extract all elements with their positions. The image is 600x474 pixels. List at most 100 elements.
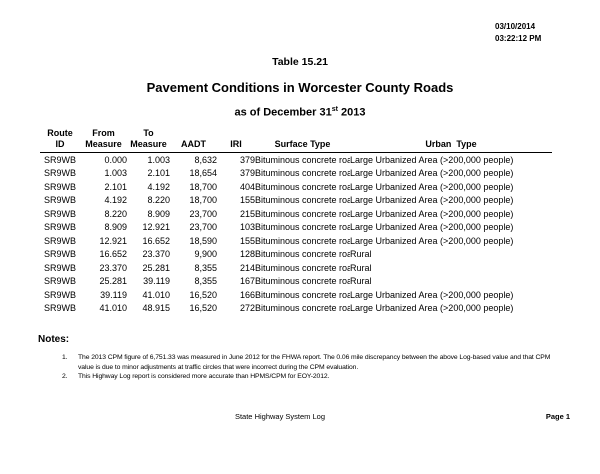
cell-from-measure: 1.003 — [104, 168, 127, 179]
cell-urban-type: Large Urbanized Area (>200,000 people) — [350, 208, 514, 219]
note-number: 2. — [62, 373, 68, 380]
cell-aadt: 18,654 — [189, 168, 217, 179]
cell-from-measure: 25.281 — [99, 276, 127, 287]
cell-aadt: 8,355 — [194, 276, 217, 287]
cell-urban-type: Large Urbanized Area (>200,000 people) — [350, 222, 514, 233]
table-row: SR9WB 12.921 16.652 18,590 155 Bituminou… — [40, 234, 552, 248]
cell-from-measure: 8.909 — [104, 222, 127, 233]
table-row: SR9WB 0.000 1.003 8,632 379 Bituminous c… — [40, 153, 552, 167]
cell-urban-type: Large Urbanized Area (>200,000 people) — [350, 235, 514, 246]
cell-to-measure: 8.220 — [147, 195, 170, 206]
cell-route-id: SR9WB — [43, 208, 76, 219]
cell-surface-type: Bituminous concrete road — [255, 276, 350, 287]
cell-aadt: 8,355 — [194, 262, 217, 273]
cell-surface-type: Bituminous concrete road — [255, 168, 350, 179]
cell-iri: 155 — [239, 195, 255, 206]
cell-from-measure: 39.119 — [100, 289, 127, 300]
cell-iri: 215 — [239, 208, 255, 219]
cell-route-id: SR9WB — [43, 154, 76, 165]
cell-surface-type: Bituminous concrete road — [255, 303, 350, 314]
cell-from-measure: 23.370 — [99, 262, 127, 273]
cell-iri: 155 — [239, 235, 255, 246]
subtitle-superscript: st — [331, 106, 338, 113]
table-row: SR9WB 25.281 39.119 8,355 167 Bituminous… — [40, 275, 552, 289]
cell-urban-type: Large Urbanized Area (>200,000 people) — [350, 181, 514, 192]
subtitle-prefix: as of December 31 — [234, 106, 332, 119]
cell-urban-type: Large Urbanized Area (>200,000 people) — [350, 195, 514, 206]
cell-to-measure: 2.101 — [147, 168, 170, 179]
cell-from-measure: 8.220 — [104, 208, 127, 219]
cell-route-id: SR9WB — [43, 249, 76, 260]
cell-surface-type: Bituminous concrete road — [255, 222, 350, 233]
cell-urban-type: Large Urbanized Area (>200,000 people) — [350, 303, 514, 314]
cell-route-id: SR9WB — [43, 289, 76, 300]
cell-iri: 404 — [239, 181, 255, 192]
column-header-iri: IRI — [217, 128, 255, 153]
table-row: SR9WB 16.652 23.370 9,900 128 Bituminous… — [40, 248, 552, 262]
cell-urban-type: Large Urbanized Area (>200,000 people) — [350, 154, 514, 165]
cell-surface-type: Bituminous concrete road — [255, 195, 350, 206]
page-title: Pavement Conditions in Worcester County … — [146, 80, 454, 95]
cell-route-id: SR9WB — [43, 195, 76, 206]
cell-route-id: SR9WB — [43, 222, 76, 233]
cell-aadt: 18,700 — [189, 181, 217, 192]
cell-aadt: 18,590 — [189, 235, 217, 246]
table-row: SR9WB 8.909 12.921 23,700 103 Bituminous… — [40, 221, 552, 235]
cell-surface-type: Bituminous concrete road — [255, 235, 350, 246]
cell-aadt: 23,700 — [189, 222, 217, 233]
cell-iri: 167 — [239, 276, 255, 287]
cell-iri: 214 — [239, 262, 255, 273]
table-row: SR9WB 41.010 48.915 16,520 272 Bituminou… — [40, 302, 552, 316]
note-item: 2. This Highway Log report is considered… — [62, 372, 560, 382]
note-item: 1. The 2013 CPM figure of 6,751.33 was m… — [62, 353, 560, 372]
cell-urban-type: Large Urbanized Area (>200,000 people) — [350, 289, 514, 300]
cell-from-measure: 4.192 — [104, 195, 127, 206]
cell-surface-type: Bituminous concrete road — [255, 181, 350, 192]
cell-urban-type: Rural — [350, 249, 372, 260]
cell-aadt: 9,900 — [194, 249, 217, 260]
note-text: This Highway Log report is considered mo… — [78, 373, 330, 380]
cell-route-id: SR9WB — [43, 262, 76, 273]
notes-list: 1. The 2013 CPM figure of 6,751.33 was m… — [62, 353, 560, 382]
subtitle: as of December 31st 2013 — [0, 106, 600, 119]
cell-aadt: 23,700 — [189, 208, 217, 219]
cell-to-measure: 12.921 — [142, 222, 170, 233]
cell-iri: 128 — [239, 249, 255, 260]
cell-iri: 379 — [239, 154, 255, 165]
notes-heading: Notes: — [38, 334, 70, 345]
cell-iri: 379 — [239, 168, 255, 179]
pavement-conditions-table: Route ID From Measure To Measure AADT IR… — [40, 128, 552, 315]
cell-from-measure: 41.010 — [99, 303, 127, 314]
cell-to-measure: 41.010 — [142, 289, 170, 300]
note-number: 1. — [62, 354, 68, 361]
column-header-from-measure: From Measure — [80, 128, 127, 153]
cell-urban-type: Large Urbanized Area (>200,000 people) — [350, 168, 514, 179]
table-row: SR9WB 23.370 25.281 8,355 214 Bituminous… — [40, 261, 552, 275]
cell-to-measure: 39.119 — [143, 276, 170, 287]
note-text: The 2013 CPM figure of 6,751.33 was meas… — [78, 354, 551, 371]
cell-to-measure: 16.652 — [142, 235, 170, 246]
cell-surface-type: Bituminous concrete road — [255, 208, 350, 219]
cell-iri: 272 — [239, 303, 255, 314]
cell-to-measure: 25.281 — [142, 262, 170, 273]
cell-aadt: 16,520 — [189, 303, 217, 314]
footer-page-number: Page 1 — [545, 412, 570, 421]
cell-route-id: SR9WB — [43, 303, 76, 314]
table-row: SR9WB 2.101 4.192 18,700 404 Bituminous … — [40, 180, 552, 194]
print-time: 03:22:12 PM — [495, 34, 542, 43]
cell-route-id: SR9WB — [43, 168, 76, 179]
cell-iri: 166 — [239, 289, 255, 300]
subtitle-suffix: 2013 — [337, 106, 366, 119]
table-header-row: Route ID From Measure To Measure AADT IR… — [40, 128, 552, 153]
cell-route-id: SR9WB — [43, 276, 76, 287]
cell-urban-type: Rural — [350, 262, 372, 273]
footer-title: State Highway System Log — [234, 412, 326, 421]
cell-aadt: 8,632 — [194, 154, 217, 165]
cell-surface-type: Bituminous concrete road — [255, 249, 350, 260]
table-row: SR9WB 1.003 2.101 18,654 379 Bituminous … — [40, 167, 552, 181]
cell-to-measure: 1.003 — [147, 154, 170, 165]
column-header-urban-type: Urban Type — [350, 128, 552, 153]
table-body: SR9WB 0.000 1.003 8,632 379 Bituminous c… — [40, 153, 552, 316]
cell-urban-type: Rural — [350, 276, 372, 287]
column-header-surface-type: Surface Type — [255, 128, 350, 153]
